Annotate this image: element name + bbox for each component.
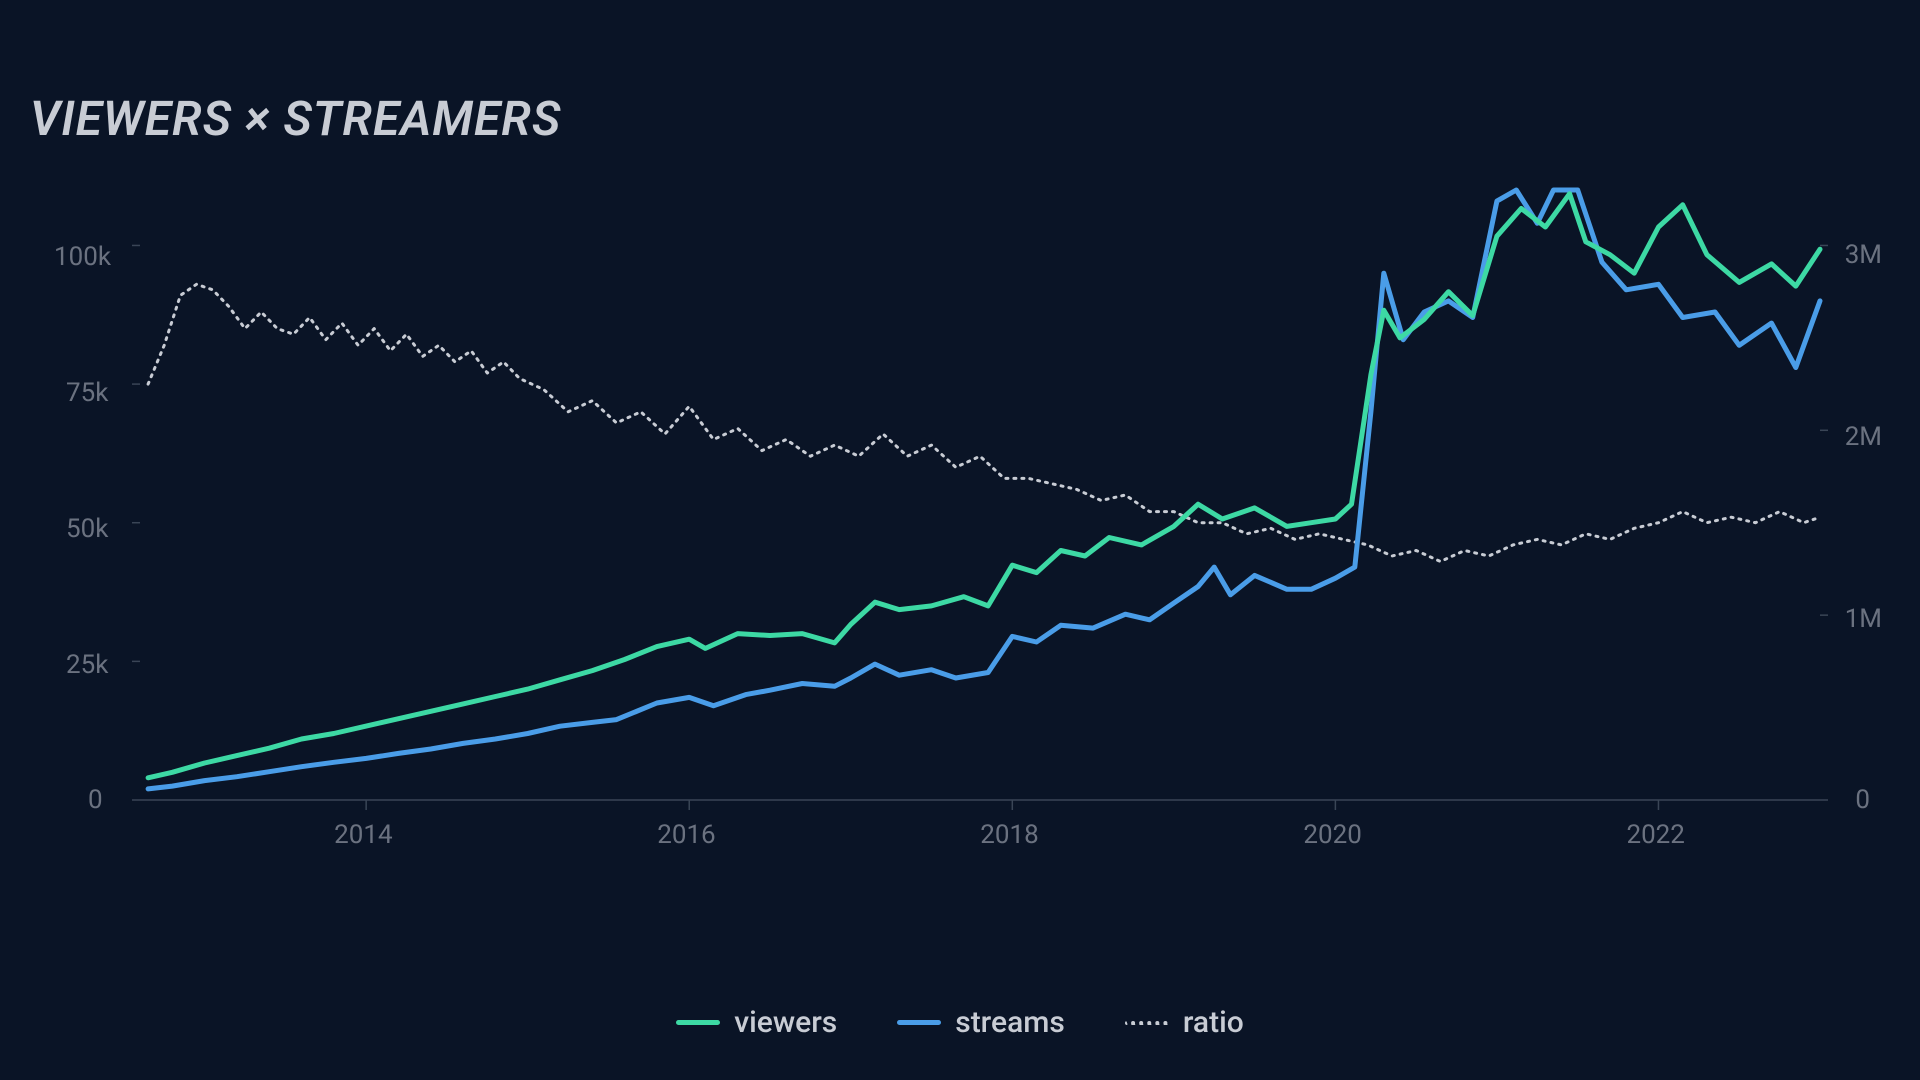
legend-swatch-viewers (676, 1020, 720, 1025)
x-tick-1: 2016 (657, 820, 715, 850)
y-left-tick-3: 75k (66, 378, 108, 408)
y-right-tick-3: 3M (1845, 240, 1882, 270)
legend-item-streams: streams (897, 1005, 1065, 1040)
chart-area: 0 25k 50k 75k 100k 0 1M 2M 3M 2014 2016 … (30, 180, 1890, 900)
chart-svg (30, 180, 1890, 900)
legend-label-streams: streams (955, 1005, 1065, 1040)
y-right-tick-0: 0 (1855, 785, 1870, 815)
y-right-tick-1: 1M (1845, 604, 1882, 634)
legend-swatch-ratio (1125, 1021, 1169, 1025)
chart-legend: viewers streams ratio (0, 1005, 1920, 1040)
x-tick-3: 2020 (1303, 820, 1361, 850)
y-left-tick-1: 25k (66, 650, 108, 680)
chart-title: VIEWERS × STREAMERS (30, 90, 561, 147)
x-tick-2: 2018 (980, 820, 1038, 850)
legend-swatch-streams (897, 1020, 941, 1025)
y-right-tick-2: 2M (1845, 422, 1882, 452)
legend-item-ratio: ratio (1125, 1005, 1244, 1040)
y-left-tick-2: 50k (66, 514, 108, 544)
x-tick-4: 2022 (1626, 820, 1684, 850)
legend-label-ratio: ratio (1183, 1005, 1244, 1040)
legend-label-viewers: viewers (734, 1005, 837, 1040)
y-left-tick-4: 100k (54, 242, 111, 272)
x-tick-0: 2014 (334, 820, 392, 850)
legend-item-viewers: viewers (676, 1005, 837, 1040)
y-left-tick-0: 0 (88, 785, 103, 815)
